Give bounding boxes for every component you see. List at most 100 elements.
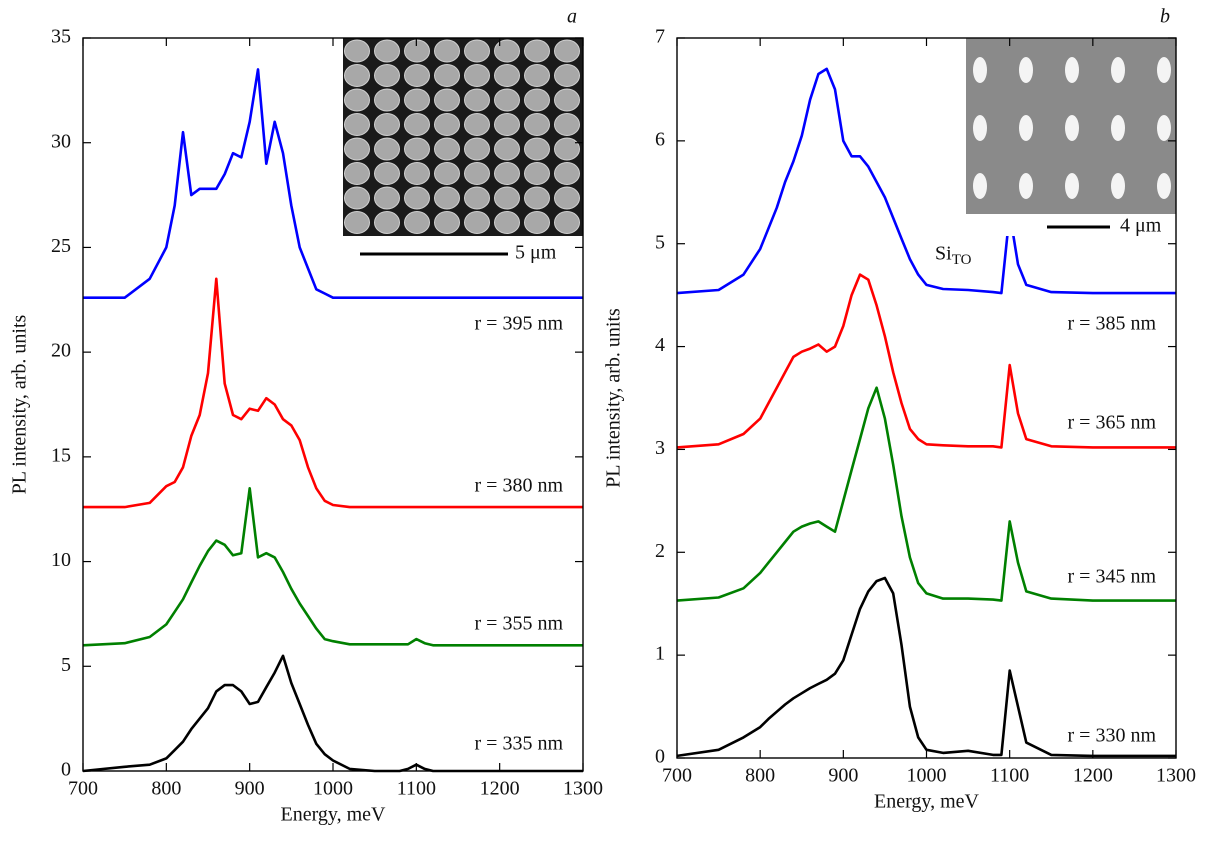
inset-disc	[374, 39, 400, 63]
y-tick-label: 0	[61, 759, 71, 781]
spectrum-line	[676, 386, 1176, 602]
y-tick-label: 4	[655, 334, 665, 356]
x-tick-label: 700	[662, 765, 692, 787]
x-tick-label: 1300	[563, 778, 603, 800]
annotation-subscript: TO	[952, 252, 972, 268]
x-tick-label: 800	[151, 778, 181, 800]
inset-disc	[404, 88, 430, 112]
x-tick-label: 1000	[313, 778, 353, 800]
inset-disc	[494, 186, 520, 210]
inset-disc	[524, 186, 550, 210]
y-tick-label: 30	[51, 130, 71, 152]
inset-pillar	[1157, 173, 1171, 199]
inset-disc	[374, 64, 400, 87]
scale-bar-label: 4 μm	[1120, 215, 1162, 237]
y-tick-label: 25	[51, 235, 71, 257]
inset-disc	[374, 88, 400, 112]
inset-pillar	[1065, 57, 1079, 83]
y-tick-label: 5	[655, 231, 665, 253]
series-label: r = 380 nm	[475, 475, 564, 497]
inset-disc	[524, 39, 550, 63]
inset-pillar	[1065, 173, 1079, 199]
inset-disc	[554, 88, 580, 112]
inset-disc	[464, 186, 490, 210]
inset-disc	[404, 162, 430, 185]
inset-disc	[524, 162, 550, 185]
inset-disc	[344, 162, 370, 185]
series-label: r = 335 nm	[475, 733, 564, 755]
inset-disc	[554, 64, 580, 87]
inset-disc	[434, 39, 460, 63]
inset-disc	[434, 64, 460, 87]
inset-disc	[464, 211, 490, 234]
y-tick-label: 1	[655, 643, 665, 665]
inset-disc	[524, 211, 550, 234]
inset-disc	[464, 88, 490, 112]
inset-disc	[464, 39, 490, 63]
inset-disc	[404, 211, 430, 234]
inset-disc	[494, 64, 520, 87]
inset-disc	[344, 39, 370, 63]
inset-pillar	[1111, 115, 1125, 141]
x-tick-label: 700	[68, 778, 98, 800]
inset-disc	[494, 162, 520, 185]
inset-disc	[494, 39, 520, 63]
y-tick-label: 35	[51, 26, 71, 48]
series-label: r = 330 nm	[1068, 725, 1157, 747]
inset-disc	[554, 162, 580, 185]
series-label: r = 365 nm	[1068, 412, 1157, 434]
inset-disc	[434, 88, 460, 112]
y-tick-label: 20	[51, 340, 71, 362]
inset-disc	[404, 113, 430, 136]
inset-disc	[344, 211, 370, 234]
x-axis-label: Energy, meV	[281, 804, 387, 826]
spectrum-line	[83, 68, 583, 299]
inset-disc	[404, 137, 430, 161]
inset-disc	[524, 137, 550, 161]
series-label: r = 395 nm	[475, 313, 564, 335]
inset-disc	[434, 211, 460, 234]
spectrum-line	[83, 277, 583, 509]
y-tick-label: 2	[655, 540, 665, 562]
inset-disc	[374, 137, 400, 161]
x-tick-label: 800	[745, 765, 775, 787]
x-axis-label: Energy, meV	[874, 791, 980, 813]
series-label: r = 385 nm	[1068, 313, 1157, 335]
panel-label: b	[1160, 6, 1170, 28]
inset-disc	[434, 162, 460, 185]
x-tick-label: 1000	[907, 765, 947, 787]
inset-disc	[554, 186, 580, 210]
inset-disc	[554, 113, 580, 136]
inset-disc	[344, 88, 370, 112]
inset-pillar	[973, 57, 987, 83]
y-tick-label: 5	[61, 654, 71, 676]
inset-pillar	[1019, 173, 1033, 199]
inset-pillar	[1019, 115, 1033, 141]
inset-disc	[434, 186, 460, 210]
y-tick-label: 0	[655, 746, 665, 768]
spectrum-line	[676, 576, 1176, 758]
inset-pillar	[1111, 57, 1125, 83]
inset-pillar	[1065, 115, 1079, 141]
inset-disc	[374, 113, 400, 136]
inset-disc	[554, 211, 580, 234]
inset-disc	[524, 64, 550, 87]
inset-disc	[554, 137, 580, 161]
inset-disc	[404, 64, 430, 87]
inset-disc	[434, 113, 460, 136]
inset-pillar	[1157, 115, 1171, 141]
y-axis-label: PL intensity, arb. units	[603, 308, 625, 488]
y-tick-label: 3	[655, 437, 665, 459]
scale-bar-label: 5 μm	[515, 242, 557, 264]
inset-disc	[494, 137, 520, 161]
inset-disc	[374, 211, 400, 234]
inset-disc	[374, 162, 400, 185]
inset-disc	[554, 39, 580, 63]
inset-disc	[344, 64, 370, 87]
inset-disc	[524, 113, 550, 136]
inset-disc	[344, 137, 370, 161]
inset-disc	[464, 113, 490, 136]
inset-disc	[434, 137, 460, 161]
panel: r = 385 nm r = 365 nm r = 345 nm r = 330 nm…	[603, 6, 1196, 813]
